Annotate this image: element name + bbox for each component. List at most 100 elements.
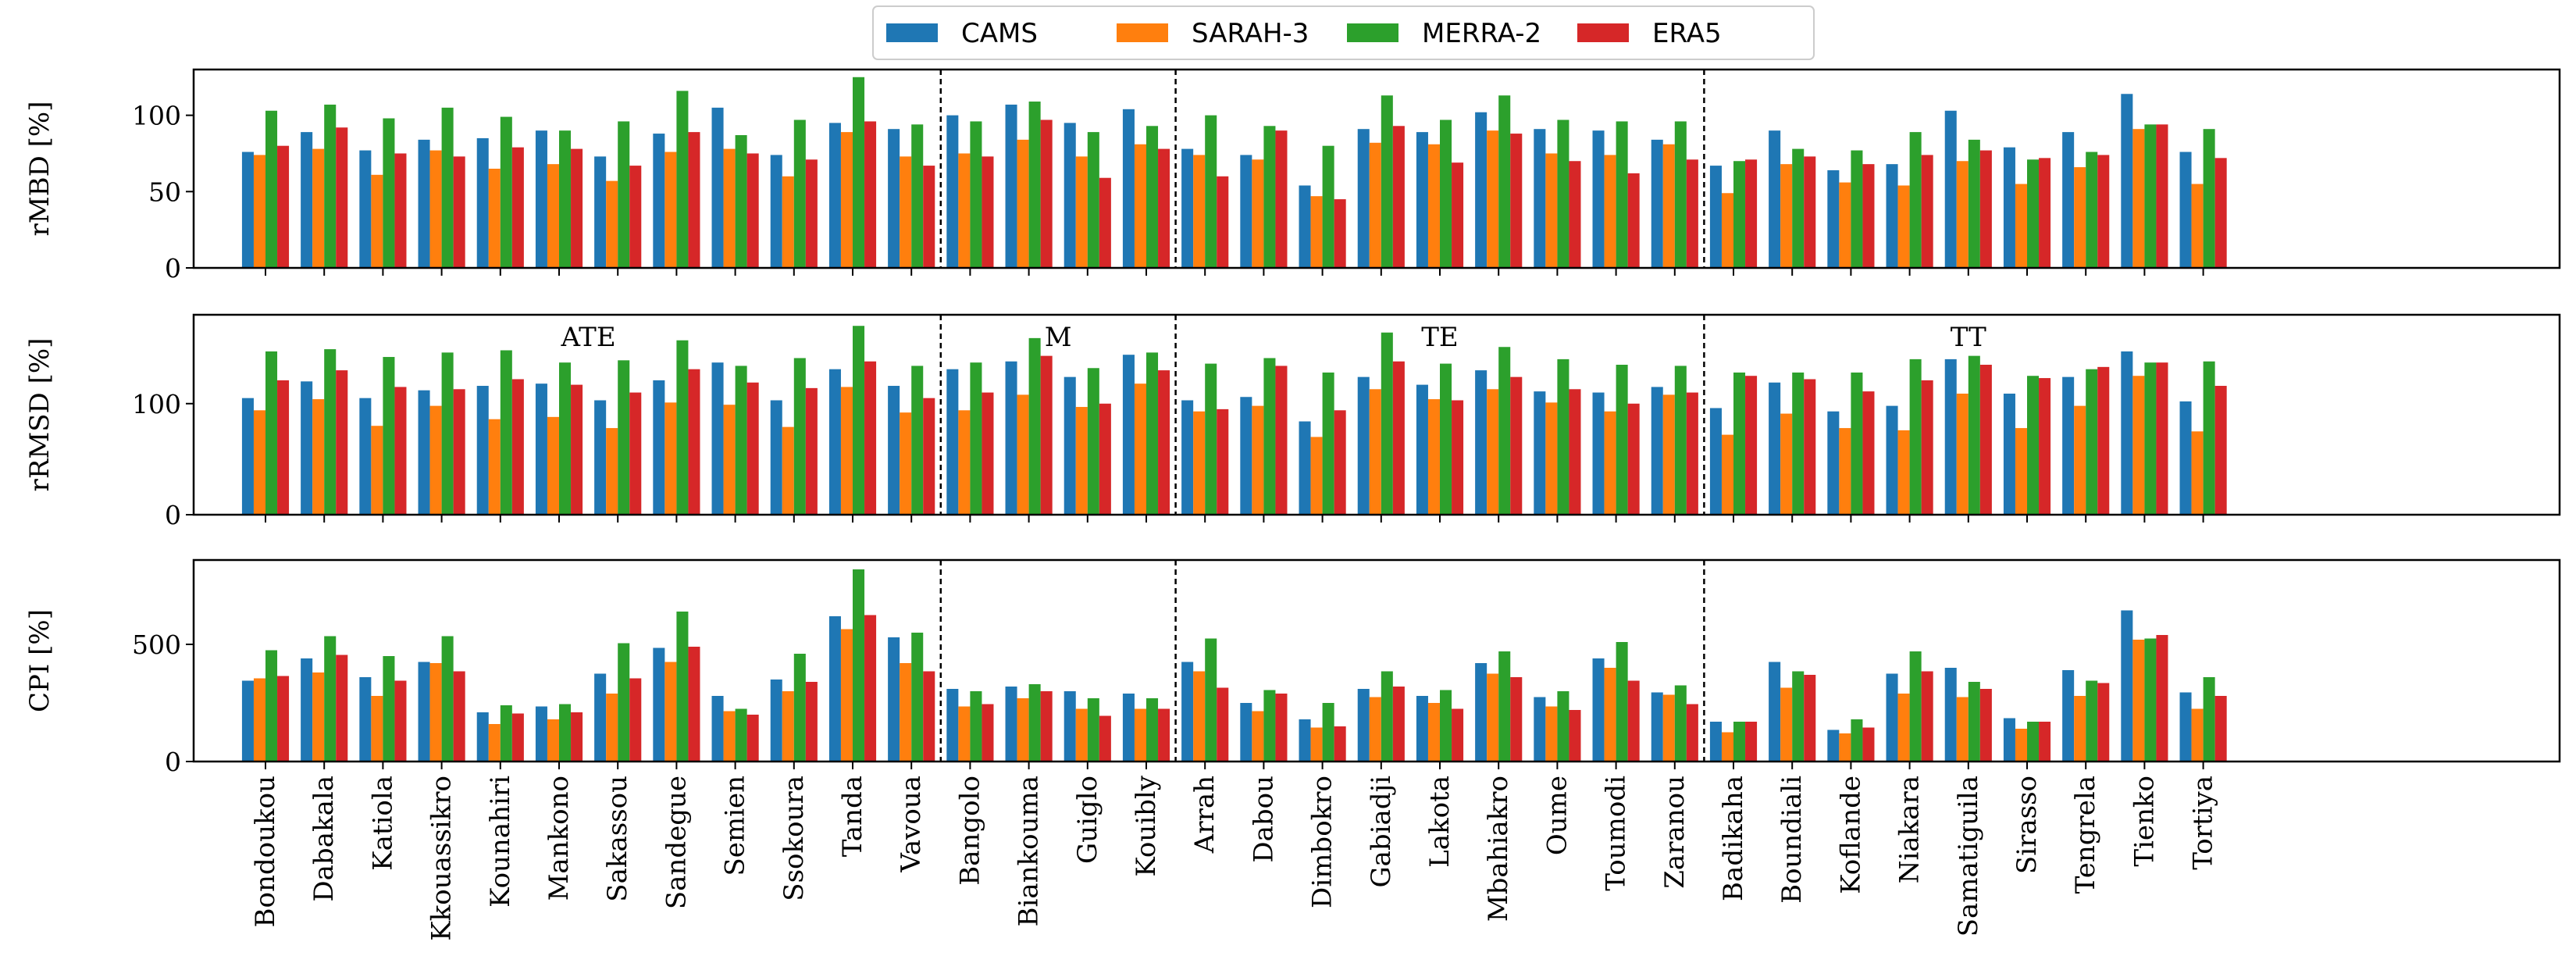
- category-label-lakota: Lakota: [1424, 776, 1455, 868]
- bar-sarah-3-badikaha: [1721, 434, 1733, 515]
- bar-cams-tortiya: [2179, 692, 2192, 762]
- bar-sarah-3-koflande: [1839, 428, 1851, 515]
- bar-era5-biankouma: [1040, 691, 1053, 762]
- bar-era5-semien: [746, 382, 759, 515]
- bar-merra-2-tienko: [2144, 362, 2157, 515]
- bar-sarah-3-katiola: [371, 426, 383, 515]
- bar-sarah-3-vavoua: [900, 412, 912, 515]
- bar-merra-2-tengrela: [2086, 680, 2098, 762]
- bar-era5-badikaha: [1745, 722, 1758, 762]
- bar-cams-kounahiri: [476, 386, 489, 515]
- bar-merra-2-mbahiakro: [1498, 95, 1511, 268]
- bar-merra-2-kouibly: [1146, 126, 1159, 268]
- bar-cams-sirasso: [2003, 393, 2015, 515]
- bar-merra-2-sirasso: [2027, 376, 2040, 515]
- bar-sarah-3-dimbokro: [1310, 727, 1323, 762]
- bar-era5-arrah: [1217, 687, 1229, 762]
- bar-sarah-3-zaranou: [1662, 694, 1675, 762]
- bar-sarah-3-kounahiri: [488, 169, 501, 268]
- bar-sarah-3-tienko: [2132, 640, 2145, 762]
- bar-merra-2-tienko: [2144, 124, 2157, 268]
- bar-era5-tanda: [864, 121, 877, 268]
- bar-cams-kouibly: [1122, 109, 1135, 268]
- bar-cams-dimbokro: [1299, 185, 1311, 268]
- bar-merra-2-arrah: [1205, 363, 1217, 515]
- category-label-kounahiri: Kounahiri: [485, 776, 516, 908]
- bar-merra-2-niakara: [1909, 132, 1922, 268]
- bar-merra-2-samatiguila: [1968, 682, 1980, 762]
- bar-merra-2-zaranou: [1674, 685, 1687, 762]
- bar-era5-sirasso: [2039, 722, 2051, 762]
- category-label-niakara: Niakara: [1894, 776, 1926, 883]
- bar-sarah-3-bondoukou: [253, 410, 265, 515]
- category-label-bangolo: Bangolo: [954, 776, 985, 886]
- bar-cams-lakota: [1416, 132, 1428, 268]
- bar-cams-semien: [711, 696, 724, 762]
- bar-era5-tanda: [864, 361, 877, 515]
- bar-cams-kounahiri: [476, 137, 489, 268]
- bar-era5-niakara: [1921, 155, 1933, 268]
- bar-era5-vavoua: [923, 166, 935, 268]
- bar-sarah-3-oume: [1545, 402, 1558, 515]
- category-label-oume: Oume: [1541, 776, 1573, 855]
- bar-era5-oume: [1569, 389, 1581, 515]
- bar-era5-kouibly: [1158, 370, 1170, 515]
- bar-merra-2-boundiali: [1792, 372, 1805, 515]
- bar-merra-2-samatiguila: [1968, 355, 1980, 515]
- bar-cams-tengrela: [2062, 670, 2075, 762]
- bar-cams-arrah: [1181, 662, 1194, 762]
- bar-era5-semien: [746, 153, 759, 268]
- bar-era5-toumodi: [1627, 173, 1640, 268]
- bar-cams-mankono: [535, 706, 547, 762]
- category-label-tortiya: Tortiya: [2188, 776, 2219, 870]
- bar-cams-kouibly: [1122, 355, 1135, 515]
- y-tick-label: 0: [165, 253, 181, 284]
- bar-era5-bondoukou: [277, 145, 290, 268]
- bar-cams-gabiadji: [1357, 129, 1370, 268]
- bar-sarah-3-dabakala: [312, 399, 325, 515]
- bar-merra-2-boundiali: [1792, 671, 1805, 762]
- category-axis-labels: Bondoukou Dabakala Katiola Kkouassikro Kouna…: [250, 775, 2219, 941]
- bar-merra-2-tortiya: [2203, 677, 2215, 762]
- bar-merra-2-sandegue: [676, 612, 689, 762]
- bar-era5-mankono: [571, 712, 583, 762]
- bar-cams-sirasso: [2003, 718, 2015, 762]
- bar-cams-samatiguila: [1944, 358, 1957, 515]
- bar-era5-tengrela: [2097, 366, 2110, 515]
- bar-sarah-3-gabiadji: [1369, 389, 1381, 515]
- bar-cams-sandegue: [653, 647, 665, 762]
- bar-sarah-3-arrah: [1193, 411, 1206, 515]
- bar-era5-tanda: [864, 615, 877, 762]
- bar-era5-zaranou: [1686, 159, 1698, 268]
- bar-merra-2-sirasso: [2027, 722, 2040, 762]
- bar-era5-oume: [1569, 710, 1581, 762]
- y-tick-label: 0: [165, 500, 181, 530]
- bar-merra-2-lakota: [1440, 363, 1452, 515]
- bar-sarah-3-biankouma: [1017, 698, 1029, 762]
- bar-sarah-3-badikaha: [1721, 732, 1733, 762]
- bar-era5-ssokoura: [805, 159, 818, 268]
- region-label-m: M: [1045, 322, 1072, 353]
- category-label-guiglo: Guiglo: [1072, 776, 1103, 864]
- bar-era5-kounahiri: [511, 379, 524, 515]
- bar-sarah-3-katiola: [371, 696, 383, 762]
- bar-cams-katiola: [359, 150, 372, 268]
- bar-cams-vavoua: [888, 637, 900, 762]
- bar-merra-2-bondoukou: [265, 351, 278, 515]
- bar-cams-biankouma: [1005, 361, 1017, 515]
- bar-sarah-3-mankono: [547, 719, 559, 762]
- bar-era5-arrah: [1217, 408, 1229, 515]
- bar-era5-zaranou: [1686, 392, 1698, 515]
- bar-merra-2-kkouassikro: [441, 636, 454, 762]
- bar-era5-badikaha: [1745, 376, 1758, 515]
- bar-cams-biankouma: [1005, 104, 1017, 268]
- bar-sarah-3-niakara: [1897, 694, 1910, 762]
- bar-sarah-3-dabakala: [312, 672, 325, 762]
- bar-merra-2-kounahiri: [500, 116, 512, 268]
- bar-cams-tortiya: [2179, 152, 2192, 268]
- bar-merra-2-badikaha: [1733, 161, 1746, 268]
- bar-sarah-3-mbahiakro: [1487, 673, 1499, 762]
- bar-sarah-3-koflande: [1839, 733, 1851, 762]
- bar-cams-ssokoura: [770, 155, 782, 268]
- bar-merra-2-lakota: [1440, 690, 1452, 762]
